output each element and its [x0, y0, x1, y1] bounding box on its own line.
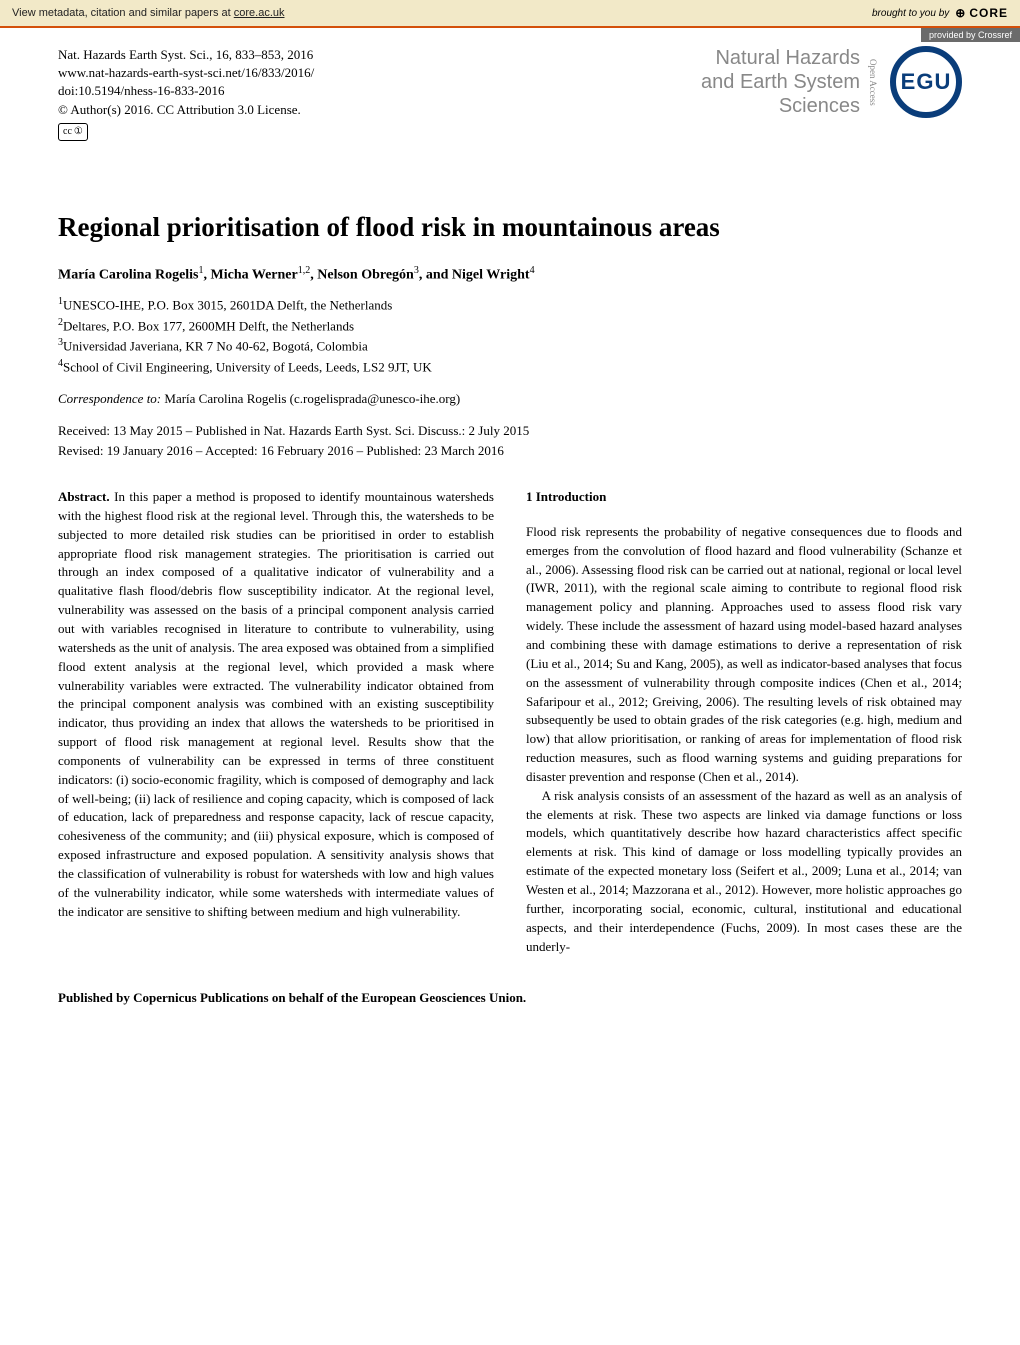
dates-block: Received: 13 May 2015 – Published in Nat…: [58, 421, 962, 460]
correspondence-text: María Carolina Rogelis (c.rogelisprada@u…: [164, 391, 460, 406]
journal-line-2: and Earth System: [701, 70, 860, 94]
intro-paragraph-1: Flood risk represents the probability of…: [526, 523, 962, 787]
affiliation-4-text: School of Civil Engineering, University …: [63, 360, 432, 375]
journal-line-1: Natural Hazards: [701, 46, 860, 70]
journal-logo-block: Natural Hazards and Earth System Science…: [701, 46, 962, 118]
correspondence-label: Correspondence to:: [58, 391, 164, 406]
dates-line-2: Revised: 19 January 2016 – Accepted: 16 …: [58, 441, 962, 461]
journal-name: Natural Hazards and Earth System Science…: [701, 46, 860, 118]
citation-line-4: © Author(s) 2016. CC Attribution 3.0 Lic…: [58, 101, 314, 119]
by-icon: ①: [74, 125, 83, 139]
affiliation-2: 2Deltares, P.O. Box 177, 2600MH Delft, t…: [58, 315, 962, 336]
citation-line-2: www.nat-hazards-earth-syst-sci.net/16/83…: [58, 64, 314, 82]
correspondence-line: Correspondence to: María Carolina Rogeli…: [58, 391, 962, 407]
brought-by-text: brought to you by: [872, 8, 949, 19]
affiliation-2-text: Deltares, P.O. Box 177, 2600MH Delft, th…: [63, 318, 354, 333]
intro-heading: 1 Introduction: [526, 488, 962, 507]
affiliation-3-text: Universidad Javeriana, KR 7 No 40-62, Bo…: [63, 339, 368, 354]
author-3: , Nelson Obregón: [310, 268, 414, 283]
author-4-aff: 4: [530, 265, 535, 276]
open-access-label: Open Access: [868, 59, 878, 106]
affiliation-1-text: UNESCO-IHE, P.O. Box 3015, 2601DA Delft,…: [63, 297, 392, 312]
cc-by-badge: cc ①: [58, 123, 88, 141]
abstract-paragraph: Abstract. In this paper a method is prop…: [58, 488, 494, 921]
publisher-footer: Published by Copernicus Publications on …: [58, 990, 962, 1006]
page-content: Nat. Hazards Earth Syst. Sci., 16, 833–8…: [0, 28, 1020, 1036]
dates-line-1: Received: 13 May 2015 – Published in Nat…: [58, 421, 962, 441]
header-row: Nat. Hazards Earth Syst. Sci., 16, 833–8…: [58, 46, 962, 141]
affiliation-4: 4School of Civil Engineering, University…: [58, 356, 962, 377]
paper-title: Regional prioritisation of flood risk in…: [58, 211, 962, 243]
citation-block: Nat. Hazards Earth Syst. Sci., 16, 833–8…: [58, 46, 314, 141]
affiliation-3: 3Universidad Javeriana, KR 7 No 40-62, B…: [58, 335, 962, 356]
authors-line: María Carolina Rogelis1, Micha Werner1,2…: [58, 265, 962, 284]
citation-line-3: doi:10.5194/nhess-16-833-2016: [58, 82, 314, 100]
abstract-text: In this paper a method is proposed to id…: [58, 489, 494, 919]
intro-paragraph-2: A risk analysis consists of an assessmen…: [526, 787, 962, 957]
affiliation-1: 1UNESCO-IHE, P.O. Box 3015, 2601DA Delft…: [58, 294, 962, 315]
right-column: 1 Introduction Flood risk represents the…: [526, 488, 962, 956]
affiliations-block: 1UNESCO-IHE, P.O. Box 3015, 2601DA Delft…: [58, 294, 962, 377]
journal-line-3: Sciences: [701, 94, 860, 118]
author-4: , and Nigel Wright: [419, 268, 530, 283]
left-column: Abstract. In this paper a method is prop…: [58, 488, 494, 956]
core-logo[interactable]: CORE: [955, 6, 1008, 20]
cc-icon: cc: [63, 125, 72, 139]
metadata-link-text: View metadata, citation and similar pape…: [12, 7, 285, 19]
topbar-right: brought to you by CORE: [872, 6, 1008, 20]
author-1: María Carolina Rogelis: [58, 268, 199, 283]
metadata-prefix: View metadata, citation and similar pape…: [12, 7, 234, 19]
citation-line-1: Nat. Hazards Earth Syst. Sci., 16, 833–8…: [58, 46, 314, 64]
repository-topbar: View metadata, citation and similar pape…: [0, 0, 1020, 28]
egu-logo: EGU: [890, 46, 962, 118]
provided-by-tag: provided by Crossref: [921, 28, 1020, 42]
author-2-aff: 1,2: [298, 265, 311, 276]
abstract-label: Abstract.: [58, 489, 110, 504]
core-link[interactable]: core.ac.uk: [234, 7, 285, 19]
body-columns: Abstract. In this paper a method is prop…: [58, 488, 962, 956]
author-2: , Micha Werner: [204, 268, 298, 283]
